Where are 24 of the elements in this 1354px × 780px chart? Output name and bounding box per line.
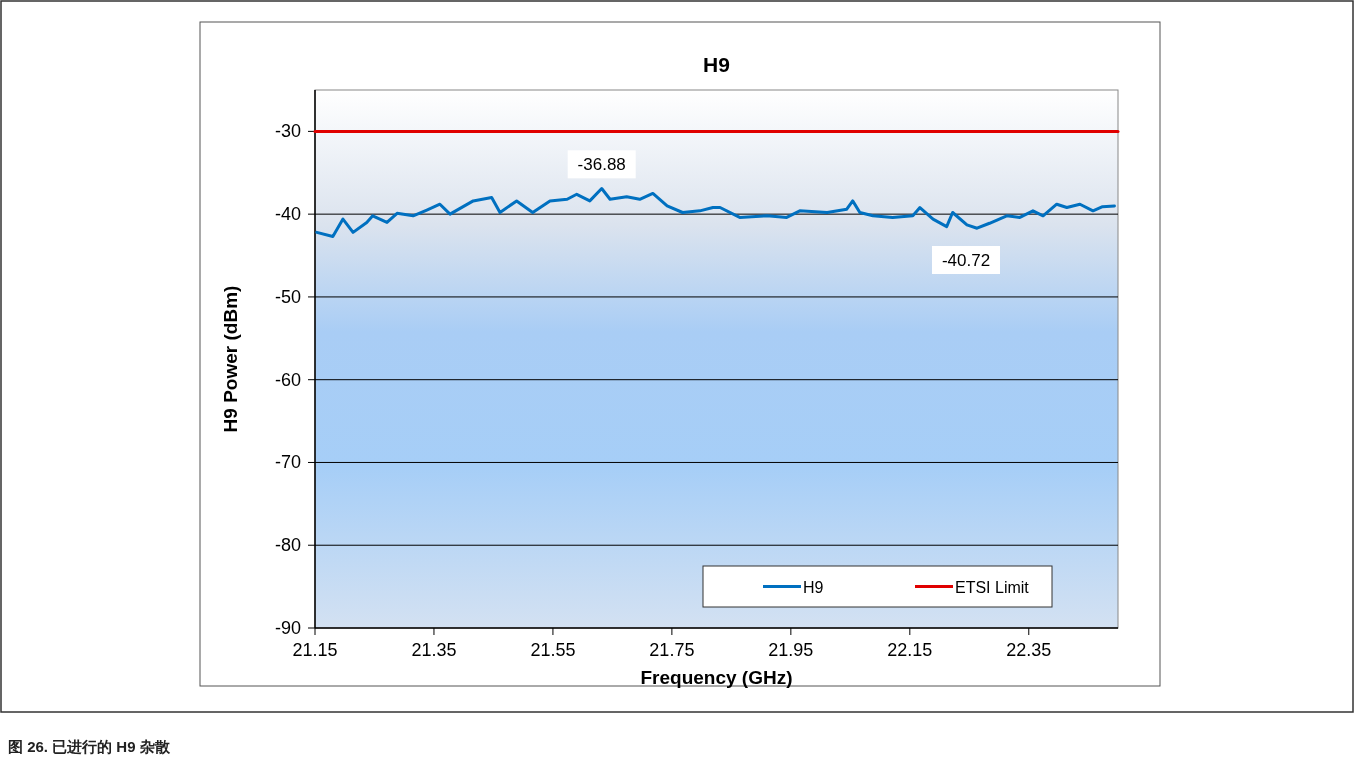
- y-axis-title: H9 Power (dBm): [220, 285, 241, 433]
- y-tick-label: -60: [274, 369, 301, 390]
- x-tick-label: 22.15: [887, 640, 933, 660]
- note-box: -36.88: [567, 150, 636, 179]
- y-tick-label: -80: [274, 535, 301, 556]
- x-tick-label: 21.55: [530, 640, 576, 660]
- y-tick-label: -40: [274, 204, 301, 225]
- y-tick-label: -70: [274, 452, 301, 473]
- x-tick-label: 21.35: [411, 640, 457, 660]
- x-tick-label: 21.95: [768, 640, 814, 660]
- x-tick-label: 21.75: [649, 640, 695, 660]
- chart-title: H9: [703, 53, 730, 76]
- caption: 图 26. 已进行的 H9 杂散: [8, 738, 171, 755]
- legend-label: ETSI Limit: [955, 578, 1030, 596]
- annotation: -40.72: [941, 251, 991, 270]
- legend-label: H9: [803, 578, 824, 596]
- annotation: -36.88: [577, 155, 626, 175]
- y-tick-label: -30: [274, 121, 301, 142]
- x-axis-title: Frequency (GHz): [640, 667, 793, 688]
- x-tick-label: 22.35: [1006, 640, 1052, 660]
- note-box: -40.72: [932, 246, 1000, 274]
- y-tick-label: -50: [274, 286, 301, 307]
- y-tick-label: -90: [274, 618, 301, 638]
- x-tick-label: 21.15: [292, 640, 338, 660]
